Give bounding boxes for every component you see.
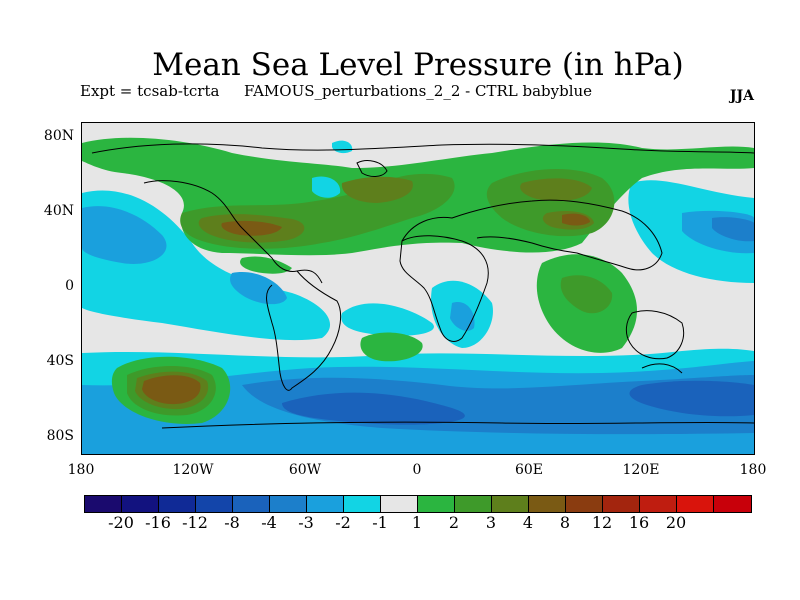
southern-low-band [82, 348, 754, 454]
colorbar-swatch [159, 496, 196, 512]
colorbar-label: 8 [559, 513, 571, 532]
colorbar-label: 3 [485, 513, 497, 532]
x-tick-label: 120W [172, 462, 214, 478]
colorbar-swatch [122, 496, 159, 512]
y-tick-label: 80S [46, 428, 74, 444]
colorbar-label: 20 [665, 513, 687, 532]
x-tick-label: 180 [67, 462, 95, 478]
colorbar-label: 4 [522, 513, 534, 532]
experiment-description: FAMOUS_perturbations_2_2 - CTRL babyblue [244, 82, 593, 100]
colorbar-swatch [307, 496, 344, 512]
colorbar-swatch [677, 496, 714, 512]
x-tick-label: 0 [412, 462, 422, 478]
pressure-map-svg [82, 137, 754, 454]
colorbar-label: -4 [261, 513, 277, 532]
colorbar-swatch [344, 496, 381, 512]
x-tick-label: 60W [288, 462, 322, 478]
colorbar-swatch [196, 496, 233, 512]
colorbar [84, 495, 752, 513]
season-label: JJA [729, 88, 754, 104]
colorbar-label: -8 [224, 513, 240, 532]
colorbar-swatch [714, 496, 751, 512]
y-tick-label: 0 [65, 278, 74, 294]
colorbar-swatch [640, 496, 677, 512]
high-pressure-regions [82, 137, 754, 424]
colorbar-swatch [603, 496, 640, 512]
colorbar-label: -1 [372, 513, 388, 532]
colorbar-label: -2 [335, 513, 351, 532]
y-tick-label: 80N [43, 128, 74, 144]
colorbar-label: -16 [145, 513, 171, 532]
chart-title: Mean Sea Level Pressure (in hPa) [152, 47, 684, 83]
colorbar-label: 12 [591, 513, 613, 532]
colorbar-swatch [418, 496, 455, 512]
colorbar-swatch [270, 496, 307, 512]
colorbar-swatch [566, 496, 603, 512]
colorbar-label: 2 [448, 513, 460, 532]
colorbar-swatch [85, 496, 122, 512]
colorbar-label: -20 [108, 513, 134, 532]
colorbar-swatch [455, 496, 492, 512]
x-tick-label: 180 [739, 462, 767, 478]
experiment-label: Expt = tcsab-tcrta [80, 82, 220, 100]
coastlines [91, 143, 754, 429]
colorbar-swatch [529, 496, 566, 512]
pressure-map [81, 122, 755, 455]
y-tick-label: 40N [43, 203, 74, 219]
colorbar-label: 16 [628, 513, 650, 532]
x-tick-label: 120E [622, 462, 660, 478]
colorbar-label: -3 [298, 513, 314, 532]
colorbar-label: 1 [411, 513, 423, 532]
colorbar-swatch [233, 496, 270, 512]
subtropical-lows [82, 180, 754, 348]
colorbar-label: -12 [182, 513, 208, 532]
colorbar-swatch [492, 496, 529, 512]
y-tick-label: 40S [46, 353, 74, 369]
x-tick-label: 60E [514, 462, 544, 478]
colorbar-swatch [381, 496, 418, 512]
